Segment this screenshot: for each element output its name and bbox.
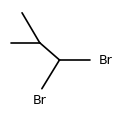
Text: Br: Br: [98, 54, 112, 67]
Text: Br: Br: [32, 93, 46, 106]
